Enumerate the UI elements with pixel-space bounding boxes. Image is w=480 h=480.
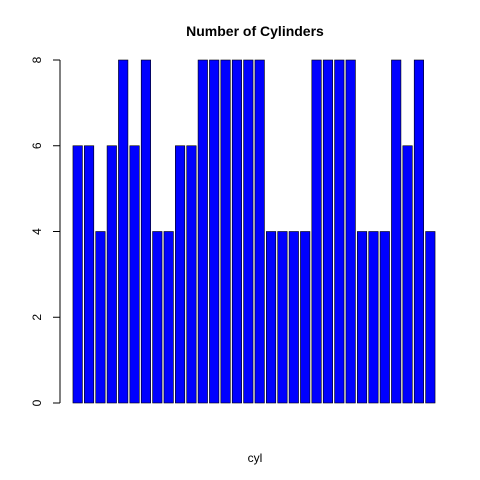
bar-19 [277, 231, 288, 404]
y-tick-label-0: 0 [30, 399, 44, 406]
bar-12 [197, 59, 208, 404]
bar-14 [220, 59, 231, 404]
chart-title: Number of Cylinders [186, 23, 324, 39]
bars-group [72, 59, 436, 404]
bar-30 [402, 145, 413, 404]
bar-13 [209, 59, 220, 404]
bar-18 [266, 231, 277, 404]
bar-4 [106, 145, 117, 404]
bar-27 [368, 231, 379, 404]
bar-23 [322, 59, 333, 404]
bar-28 [379, 231, 390, 404]
bar-24 [334, 59, 345, 404]
bar-20 [288, 231, 299, 404]
y-tick-label-8: 8 [30, 56, 44, 63]
bar-10 [175, 145, 186, 404]
bar-25 [345, 59, 356, 404]
bar-26 [357, 231, 368, 404]
bar-21 [300, 231, 311, 404]
y-tick-label-2: 2 [30, 314, 44, 321]
bar-7 [140, 59, 151, 404]
bar-15 [231, 59, 242, 404]
bar-16 [243, 59, 254, 404]
bar-17 [254, 59, 265, 404]
bar-32 [425, 231, 436, 404]
bar-31 [413, 59, 424, 404]
y-axis: 0 2 4 6 8 [30, 56, 61, 406]
bar-2 [84, 145, 95, 404]
x-axis-label: cyl [248, 451, 263, 465]
bar-22 [311, 59, 322, 404]
bar-29 [391, 59, 402, 404]
bar-6 [129, 145, 140, 404]
bar-3 [95, 231, 106, 404]
bar-8 [152, 231, 163, 404]
y-tick-label-6: 6 [30, 142, 44, 149]
bar-9 [163, 231, 174, 404]
bar-1 [72, 145, 83, 404]
bar-5 [118, 59, 129, 404]
y-tick-label-4: 4 [30, 228, 44, 235]
bar-11 [186, 145, 197, 404]
